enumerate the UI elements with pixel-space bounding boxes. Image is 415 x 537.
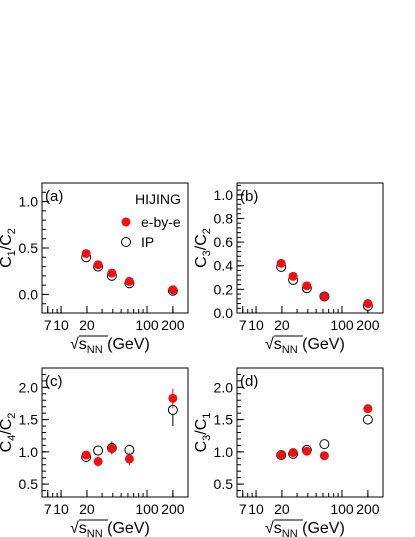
data-point (81, 450, 91, 460)
data-point (124, 454, 134, 464)
x-tick-label: 100 (330, 501, 354, 517)
y-tick-label: 0.0 (19, 286, 39, 302)
x-tick-label: 7 (44, 317, 52, 333)
x-axis-label: √sNN (GeV) (265, 520, 345, 537)
panel-label: (a) (45, 188, 63, 205)
x-tick-label: 20 (79, 501, 95, 517)
legend-label: e-by-e (141, 214, 181, 230)
x-tick-label: 7 (44, 501, 52, 517)
data-point (81, 249, 91, 259)
x-tick-label: 10 (248, 501, 264, 517)
y-tick-label: 2.0 (19, 379, 39, 395)
plot-frame (236, 182, 384, 314)
x-tick-label: 100 (135, 317, 159, 333)
y-tick-label: 1.0 (214, 187, 234, 203)
data-point (319, 291, 329, 301)
y-axis-label: C3/C2 (193, 228, 213, 268)
x-tick-label: 200 (356, 317, 380, 333)
x-tick-label: 200 (161, 317, 185, 333)
x-tick-label: 10 (53, 317, 69, 333)
y-tick-label: 1.0 (19, 194, 39, 210)
x-tick-label: 20 (274, 501, 290, 517)
data-point (168, 393, 178, 403)
data-point (276, 450, 286, 460)
panel-label: (b) (240, 188, 258, 205)
y-tick-label: 1.0 (19, 444, 39, 460)
data-point (319, 451, 329, 461)
x-tick-label: 200 (161, 501, 185, 517)
data-point (363, 299, 373, 309)
data-point (288, 271, 298, 281)
data-point (362, 414, 373, 425)
series-IP (276, 261, 373, 311)
y-tick-label: 1.5 (214, 412, 234, 428)
data-point (288, 447, 298, 457)
data-point (276, 258, 286, 268)
x-tick-label: 10 (248, 317, 264, 333)
data-point (93, 457, 103, 467)
series-e-by-e (81, 249, 178, 295)
panel-label: (c) (45, 373, 63, 390)
data-point (302, 281, 312, 291)
series-IP (81, 252, 178, 296)
data-point (107, 444, 117, 454)
y-axis-label: C4/C2 (0, 413, 18, 453)
x-axis-label: √sNN (GeV) (265, 336, 345, 356)
y-tick-label: 0.5 (19, 476, 39, 492)
legend-marker (121, 217, 131, 227)
y-tick-label: 0.5 (19, 240, 39, 256)
series-e-by-e (81, 388, 178, 467)
data-point (168, 285, 178, 295)
annotation-text: HIJING (135, 191, 181, 207)
series-IP (81, 393, 178, 463)
legend-marker (121, 237, 131, 247)
data-point (93, 445, 104, 456)
x-axis-label: √sNN (GeV) (70, 520, 150, 537)
data-point (107, 268, 117, 278)
legend-label: IP (141, 234, 154, 250)
data-point (319, 439, 330, 450)
panel-2: 7 10 20 100 200 0.0 0.2 0.4 0.6 0.8 1.0 (b) √sNN (Ge… (193, 182, 384, 356)
x-tick-label: 10 (53, 501, 69, 517)
panel-label: (d) (240, 373, 258, 390)
series-e-by-e (276, 404, 373, 461)
panel-4: 7 10 20 100 200 0.5 1.0 1.5 2.0 (d) √sNN (GeV) C3/C… (193, 367, 384, 537)
x-tick-label: 200 (356, 501, 380, 517)
x-tick-label: 7 (239, 501, 247, 517)
plot-frame (236, 367, 384, 498)
y-tick-label: 2.0 (214, 379, 234, 395)
x-tick-label: 20 (274, 317, 290, 333)
y-tick-label: 0.5 (214, 476, 234, 492)
x-tick-label: 7 (239, 317, 247, 333)
x-tick-label: 100 (330, 317, 354, 333)
data-point (93, 260, 103, 270)
y-tick-label: 1.5 (19, 412, 39, 428)
y-tick-label: 0.0 (214, 305, 234, 321)
x-tick-label: 20 (79, 317, 95, 333)
y-tick-label: 0.8 (214, 210, 234, 226)
y-axis-label: C3/C1 (193, 413, 213, 453)
data-point (302, 446, 312, 456)
y-tick-label: 0.6 (214, 234, 234, 250)
plot-frame (41, 367, 189, 498)
x-axis-label: √sNN (GeV) (70, 336, 150, 356)
y-tick-label: 0.2 (214, 281, 234, 297)
y-tick-label: 0.4 (214, 258, 234, 274)
y-tick-label: 1.0 (214, 444, 234, 460)
data-point (124, 276, 134, 286)
series-e-by-e (276, 258, 373, 309)
y-axis-label: C1/C2 (0, 228, 18, 268)
x-tick-label: 100 (135, 501, 159, 517)
data-point (363, 404, 373, 414)
